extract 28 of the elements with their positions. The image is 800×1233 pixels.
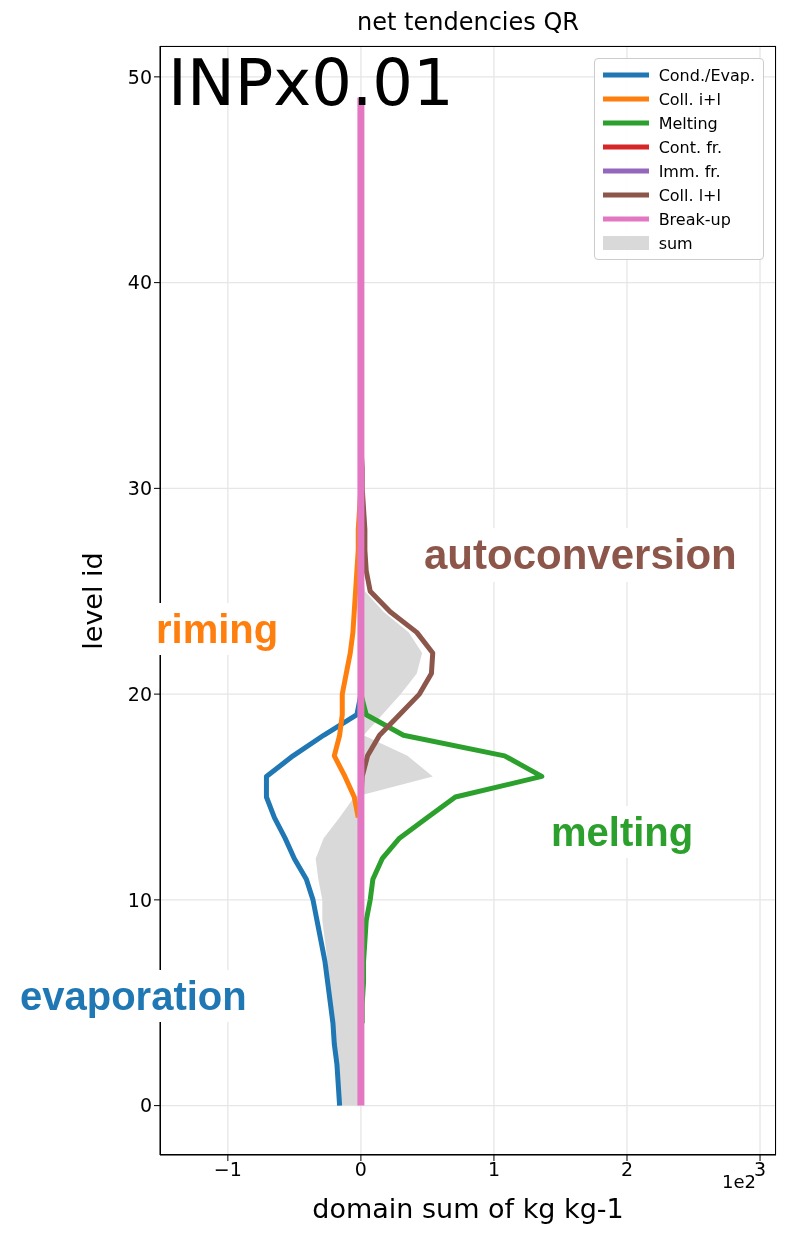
y-axis-title: level id bbox=[76, 551, 108, 650]
y-tick-label: 30 bbox=[127, 477, 152, 500]
annotation: INPx0.01 bbox=[168, 46, 454, 120]
legend-label: Cond./Evap. bbox=[658, 65, 755, 85]
legend-label: Coll. l+l bbox=[658, 185, 721, 205]
y-tick-label: 0 bbox=[139, 1094, 152, 1117]
x-tick-label: −1 bbox=[213, 1158, 242, 1181]
legend-label: sum bbox=[658, 233, 693, 253]
y-tick-label: 40 bbox=[127, 271, 152, 294]
y-tick-label: 10 bbox=[127, 888, 152, 911]
annotation: riming bbox=[150, 603, 285, 655]
chart-title: net tendencies QR bbox=[356, 8, 580, 36]
y-tick-label: 20 bbox=[127, 682, 152, 705]
annotation: melting bbox=[545, 806, 700, 858]
x-tick-label: 1 bbox=[487, 1158, 500, 1181]
legend-label: Cont. fr. bbox=[658, 137, 723, 157]
legend-label: Melting bbox=[658, 113, 718, 133]
x-tick-label: 0 bbox=[354, 1158, 367, 1181]
x-axis-title: domain sum of kg kg-1 bbox=[311, 1193, 625, 1224]
annotation: evaporation bbox=[14, 970, 253, 1022]
legend-label: Break-up bbox=[658, 209, 731, 229]
legend-label: Coll. i+l bbox=[658, 89, 721, 109]
y-tick-label: 50 bbox=[127, 65, 152, 88]
legend-label: Imm. fr. bbox=[658, 161, 721, 181]
x-tick-label: 2 bbox=[620, 1158, 634, 1181]
annotation: autoconversion bbox=[418, 528, 743, 583]
x-tick-label: 3 bbox=[753, 1158, 767, 1181]
text: 1e2 bbox=[722, 1171, 756, 1192]
